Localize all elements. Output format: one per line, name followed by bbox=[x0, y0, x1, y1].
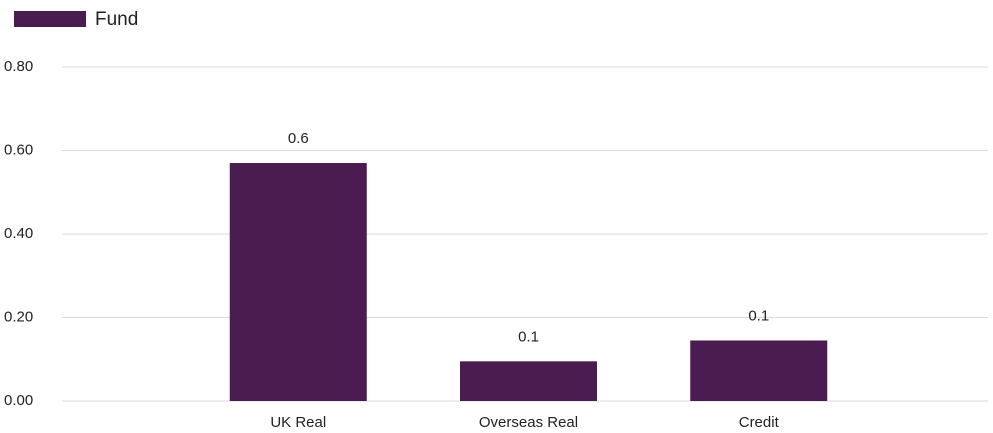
y-tick-label: 0.20 bbox=[4, 308, 33, 325]
x-tick-label: UK Real bbox=[270, 414, 326, 431]
y-tick-label: 0.80 bbox=[4, 58, 33, 75]
y-tick-label: 0.40 bbox=[4, 225, 33, 242]
bar bbox=[460, 361, 597, 401]
value-label: 0.1 bbox=[518, 328, 539, 345]
legend-swatch bbox=[14, 11, 86, 27]
value-label: 0.6 bbox=[288, 130, 309, 147]
x-tick-label: Credit bbox=[739, 414, 780, 431]
bar bbox=[690, 340, 828, 401]
y-tick-label: 0.60 bbox=[4, 141, 33, 158]
legend-label: Fund bbox=[95, 9, 138, 30]
value-label: 0.1 bbox=[748, 307, 769, 324]
bar bbox=[229, 163, 367, 401]
y-tick-label: 0.00 bbox=[4, 392, 33, 409]
x-tick-label: Overseas Real bbox=[479, 414, 578, 431]
